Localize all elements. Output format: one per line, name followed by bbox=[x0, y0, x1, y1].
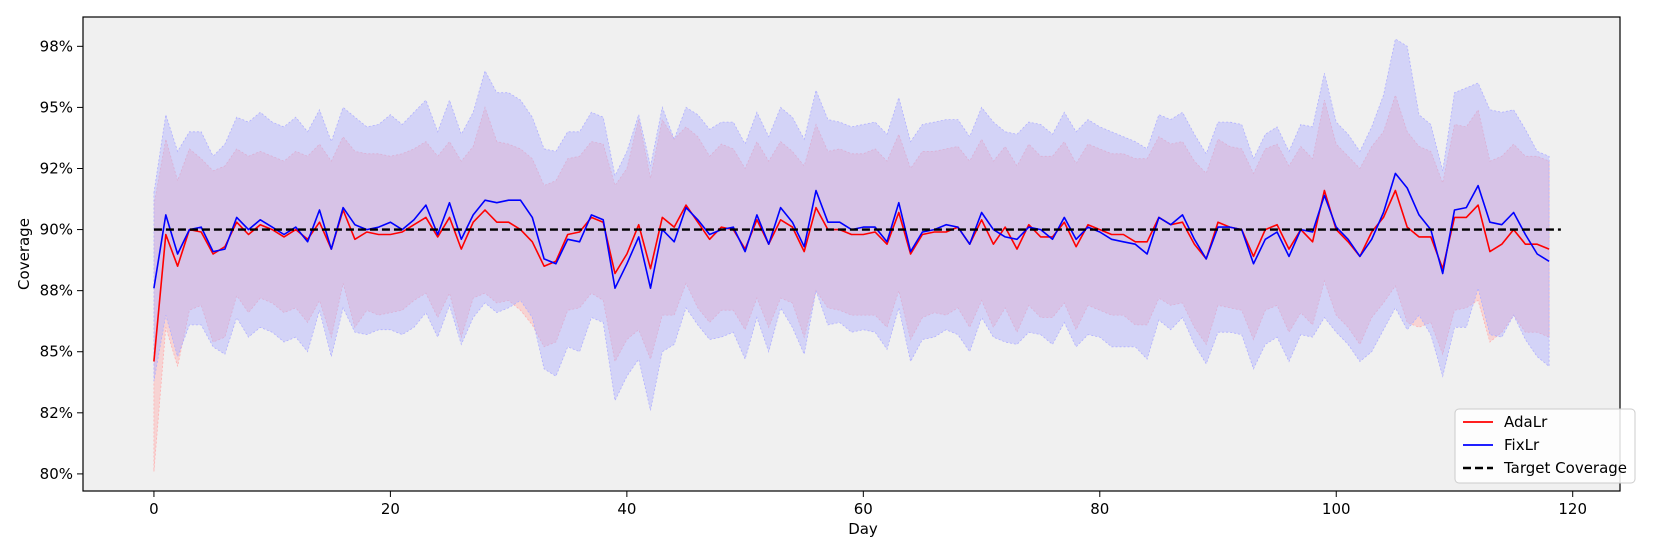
y-tick-label: 82% bbox=[40, 404, 73, 422]
x-tick-label: 40 bbox=[617, 500, 636, 518]
band-fixlr bbox=[153, 38, 1550, 411]
series-line-adalr bbox=[153, 189, 1550, 362]
band-adalr bbox=[153, 93, 1550, 472]
legend: AdaLr FixLr Target Coverage bbox=[1454, 408, 1636, 484]
x-tick-label: 100 bbox=[1322, 500, 1351, 518]
y-tick-label: 95% bbox=[40, 98, 73, 116]
y-axis-ticks: 80% 82% 85% 88% 90% 92% 95% 98% bbox=[40, 37, 83, 483]
x-tick-label: 0 bbox=[149, 500, 159, 518]
y-tick-label: 92% bbox=[40, 159, 73, 177]
legend-label-adalr: AdaLr bbox=[1504, 413, 1548, 431]
x-tick-label: 60 bbox=[854, 500, 873, 518]
x-axis-title: Day bbox=[848, 520, 878, 538]
y-axis-title: Coverage bbox=[15, 218, 33, 290]
legend-box bbox=[1454, 408, 1636, 484]
legend-label-target: Target Coverage bbox=[1503, 459, 1627, 477]
x-tick-label: 120 bbox=[1558, 500, 1587, 518]
x-tick-label: 80 bbox=[1090, 500, 1109, 518]
x-tick-label: 20 bbox=[381, 500, 400, 518]
y-tick-label: 98% bbox=[40, 37, 73, 55]
y-tick-label: 80% bbox=[40, 465, 73, 483]
y-tick-label: 88% bbox=[40, 282, 73, 300]
legend-label-fixlr: FixLr bbox=[1504, 436, 1540, 454]
plot-frame bbox=[82, 16, 1621, 492]
x-axis-ticks: 0 20 40 60 80 100 120 bbox=[149, 491, 1587, 518]
y-tick-label: 85% bbox=[40, 343, 73, 361]
plot-background bbox=[83, 17, 1620, 491]
confidence-bands bbox=[153, 38, 1550, 472]
y-tick-label: 90% bbox=[40, 221, 73, 239]
